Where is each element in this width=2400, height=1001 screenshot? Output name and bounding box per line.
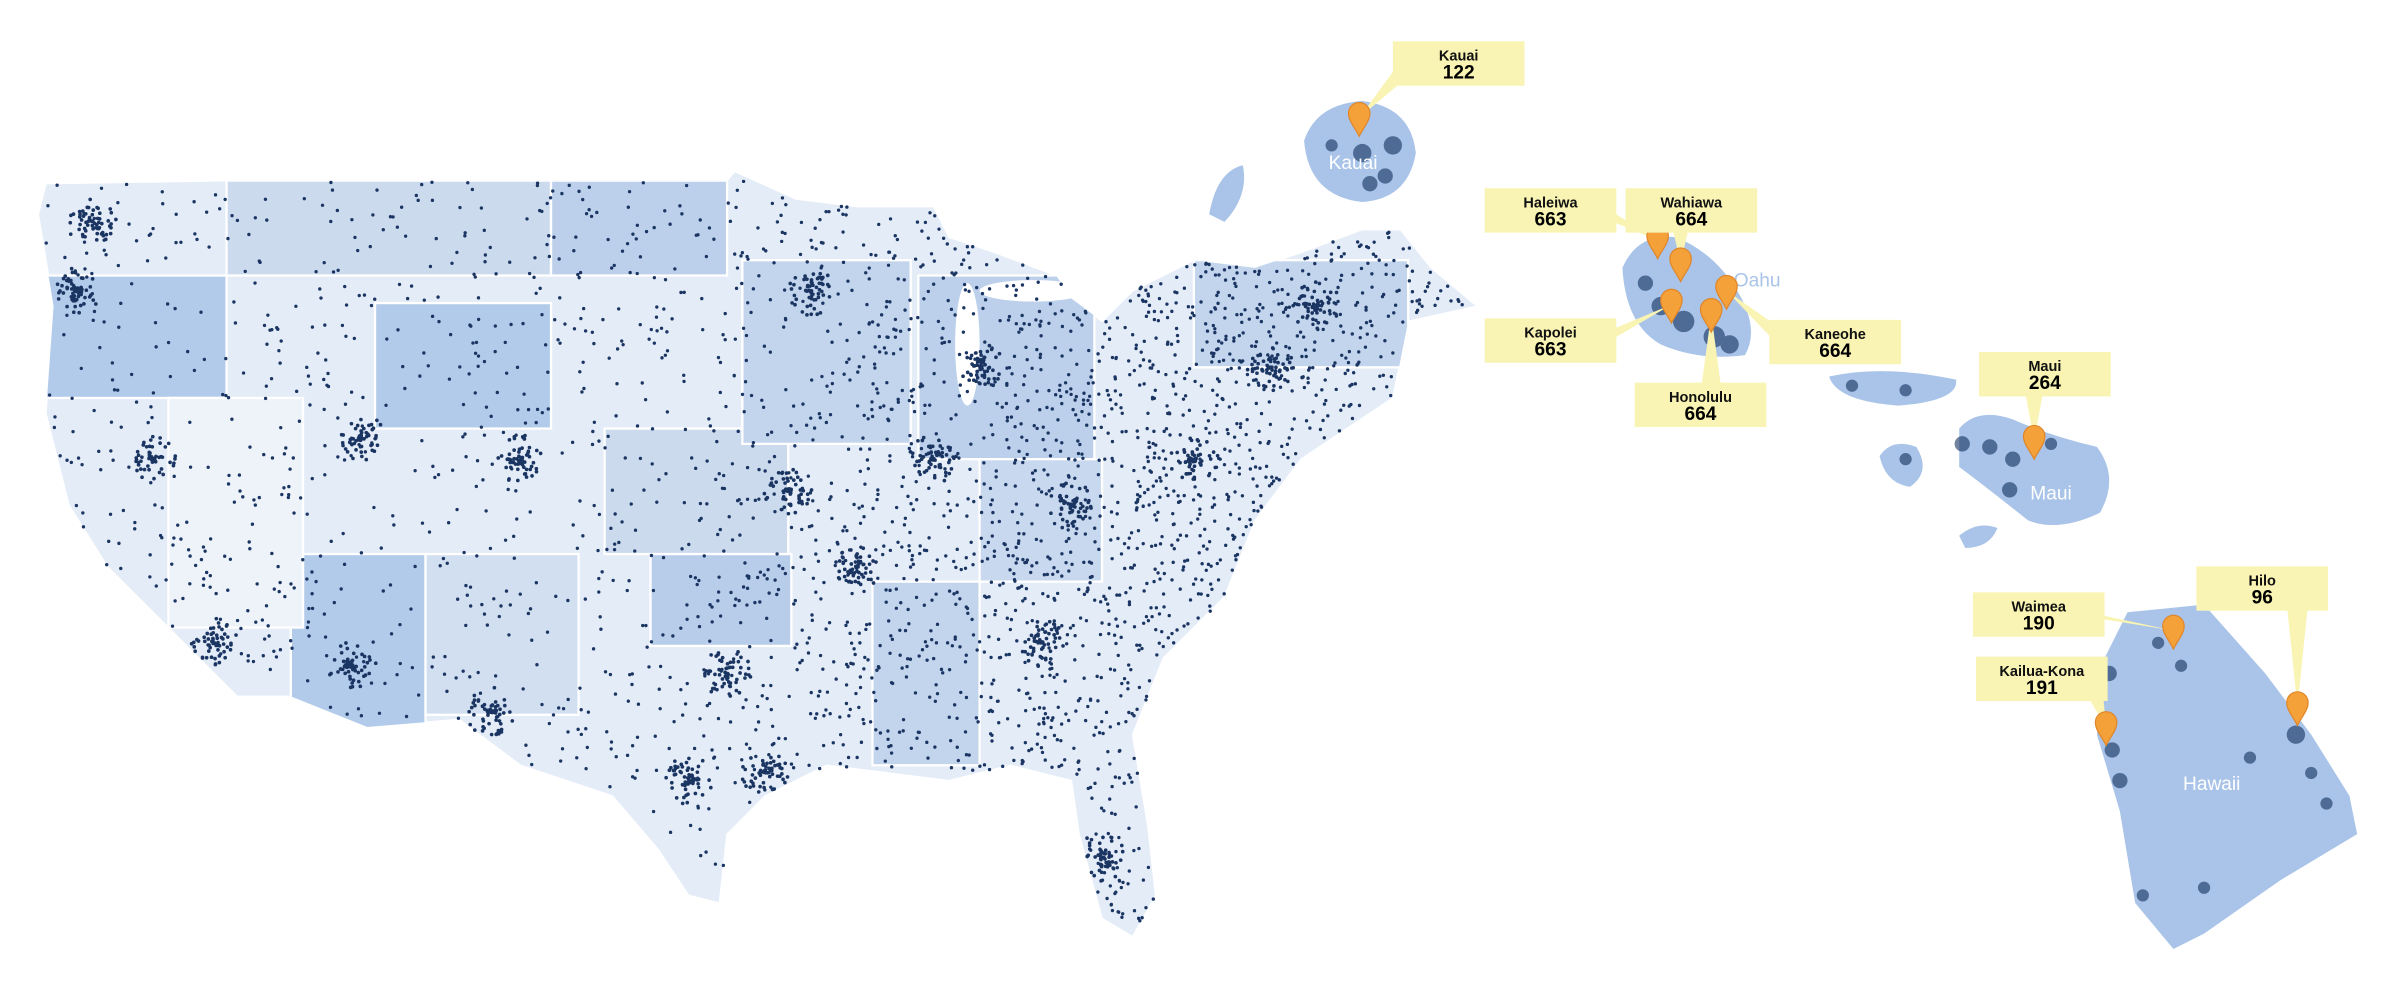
callout-box <box>1625 188 1758 233</box>
callout-name: Waimea <box>2012 599 2067 615</box>
callout-name: Wahiawa <box>1660 195 1723 211</box>
pin <box>1715 274 1738 311</box>
callout-box <box>1769 319 1902 365</box>
island-labels: Kauai Oahu Maui Hawaii <box>1329 153 2241 795</box>
callout-count: 96 <box>2252 588 2273 609</box>
island-label: Hawaii <box>2183 774 2240 795</box>
callout-name: Hilo <box>2248 573 2276 589</box>
callout-count: 663 <box>1535 340 1567 361</box>
lake <box>979 280 1087 302</box>
pin <box>1669 247 1692 283</box>
callout-box <box>1979 352 2111 397</box>
mainland <box>37 170 1479 938</box>
island <box>1959 525 1998 548</box>
callout-box <box>2196 566 2329 611</box>
state <box>603 427 790 556</box>
state <box>649 552 793 648</box>
island <box>1209 165 1245 222</box>
callout-count: 664 <box>1675 209 1707 230</box>
pin <box>1699 297 1723 334</box>
state <box>167 396 305 629</box>
callout-pointer <box>2285 588 2310 708</box>
island-label: Maui <box>2030 483 2071 504</box>
island <box>1829 371 1957 406</box>
island <box>1879 443 1923 487</box>
pin <box>2162 614 2185 651</box>
callout-name: Haleiwa <box>1523 195 1578 211</box>
callout-box <box>1976 656 2108 702</box>
callout-name: Kailua-Kona <box>1999 664 2085 680</box>
state <box>1192 259 1410 369</box>
state <box>38 274 228 400</box>
callout-pointer <box>1698 313 1724 405</box>
callouts: Kauai122Haleiwa663Wahiawa664Kapolei663Ka… <box>1347 41 2329 747</box>
callout-count: 191 <box>2026 678 2058 699</box>
callout-name: Honolulu <box>1669 390 1732 406</box>
callout-name: Kaneohe <box>1805 327 1866 343</box>
callout-count: 663 <box>1535 209 1567 230</box>
callout-box <box>1634 382 1767 428</box>
island-label: Oahu <box>1734 271 1781 292</box>
pin <box>2094 711 2118 747</box>
callout-count: 664 <box>1685 404 1717 425</box>
state <box>225 179 553 277</box>
state <box>871 580 981 767</box>
callout-name: Maui <box>2028 359 2061 375</box>
hawaii-islands <box>1209 101 2358 949</box>
callout-box <box>1972 592 2105 637</box>
callout-count: 664 <box>1819 341 1851 362</box>
callout-count: 264 <box>2029 373 2061 394</box>
island <box>2096 604 2358 949</box>
lake <box>955 283 980 406</box>
island <box>1959 414 2110 526</box>
callout-box <box>1392 41 1525 86</box>
callout-box <box>1484 318 1617 363</box>
pin <box>1660 288 1683 325</box>
island <box>1622 236 1752 357</box>
states <box>38 179 1410 767</box>
state <box>549 179 729 277</box>
pin <box>2286 691 2309 727</box>
callout-name: Kauai <box>1439 48 1479 64</box>
pin <box>2022 424 2046 461</box>
callout-box <box>1484 188 1617 233</box>
callout-count: 122 <box>1443 63 1475 84</box>
callout-name: Kapolei <box>1524 326 1576 342</box>
callout-count: 190 <box>2023 614 2055 635</box>
pin <box>1347 102 1371 138</box>
island-label: Kauai <box>1329 153 1378 174</box>
state <box>424 552 580 716</box>
